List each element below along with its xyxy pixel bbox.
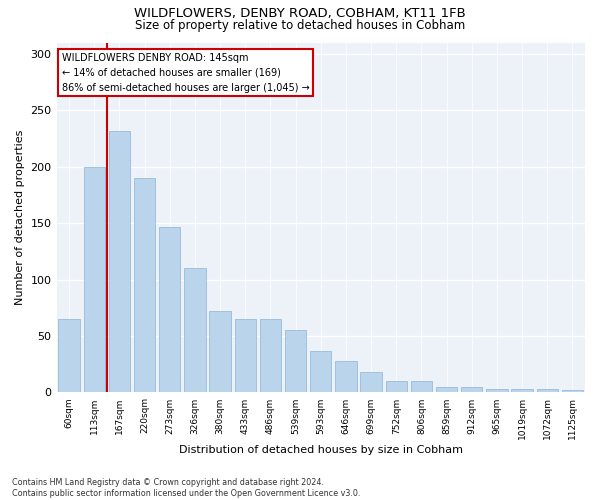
Text: Size of property relative to detached houses in Cobham: Size of property relative to detached ho… — [135, 18, 465, 32]
Bar — [209, 311, 231, 392]
Bar — [109, 130, 130, 392]
Bar — [285, 330, 307, 392]
Bar — [461, 387, 482, 392]
Y-axis label: Number of detached properties: Number of detached properties — [15, 130, 25, 305]
Bar — [134, 178, 155, 392]
Bar — [361, 372, 382, 392]
Text: WILDFLOWERS DENBY ROAD: 145sqm
← 14% of detached houses are smaller (169)
86% of: WILDFLOWERS DENBY ROAD: 145sqm ← 14% of … — [62, 53, 310, 92]
Bar — [335, 361, 356, 392]
Bar — [411, 381, 432, 392]
Bar — [486, 389, 508, 392]
Bar — [235, 319, 256, 392]
Bar — [536, 389, 558, 392]
Bar — [58, 319, 80, 392]
Bar — [310, 350, 331, 393]
Bar — [184, 268, 206, 392]
Bar — [436, 387, 457, 392]
Bar — [83, 166, 105, 392]
Bar — [562, 390, 583, 392]
Bar — [386, 381, 407, 392]
Text: Contains HM Land Registry data © Crown copyright and database right 2024.
Contai: Contains HM Land Registry data © Crown c… — [12, 478, 361, 498]
Bar — [159, 226, 181, 392]
Text: WILDFLOWERS, DENBY ROAD, COBHAM, KT11 1FB: WILDFLOWERS, DENBY ROAD, COBHAM, KT11 1F… — [134, 8, 466, 20]
X-axis label: Distribution of detached houses by size in Cobham: Distribution of detached houses by size … — [179, 445, 463, 455]
Bar — [260, 319, 281, 392]
Bar — [511, 389, 533, 392]
